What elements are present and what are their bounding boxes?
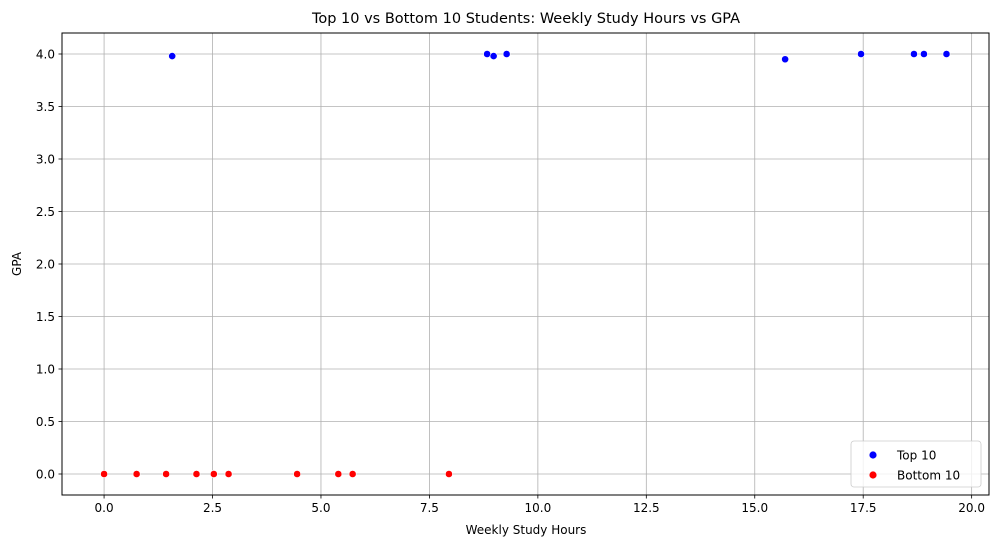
x-tick-label: 5.0	[311, 501, 330, 515]
data-point-top-10	[489, 52, 498, 60]
data-point-bottom-10	[334, 470, 343, 478]
x-tick-label: 10.0	[525, 501, 552, 515]
y-tick-label: 0.5	[36, 415, 55, 429]
legend-marker	[869, 451, 877, 459]
legend: Top 10 Bottom 10	[850, 440, 982, 488]
data-point-top-10	[168, 52, 177, 60]
data-point-bottom-10	[445, 470, 453, 478]
x-tick-label: 20.0	[958, 501, 985, 515]
y-tick-label: 2.0	[36, 257, 55, 271]
y-tick-label: 2.5	[36, 205, 55, 219]
x-axis-label: Weekly Study Hours	[466, 523, 587, 537]
y-tick-label: 0.0	[36, 467, 55, 481]
x-tick-label: 7.5	[420, 501, 439, 515]
data-point-top-10	[502, 50, 511, 58]
x-tick-label: 0.0	[95, 501, 114, 515]
legend-label: Bottom 10	[897, 468, 960, 482]
data-point-bottom-10	[162, 470, 171, 478]
data-point-bottom-10	[192, 470, 201, 478]
x-tick-label: 15.0	[741, 501, 768, 515]
legend-marker	[869, 471, 877, 479]
data-point-bottom-10	[100, 470, 108, 478]
legend-label: Top 10	[896, 448, 936, 462]
data-point-bottom-10	[209, 470, 218, 478]
data-point-bottom-10	[293, 470, 302, 478]
y-tick-label: 1.0	[36, 362, 55, 376]
data-point-bottom-10	[348, 470, 357, 478]
y-tick-label: 4.0	[36, 47, 55, 61]
chart-title: Top 10 vs Bottom 10 Students: Weekly Stu…	[311, 11, 740, 27]
x-tick-label: 12.5	[633, 501, 660, 515]
data-point-bottom-10	[132, 470, 141, 478]
x-tick-label: 2.5	[203, 501, 222, 515]
data-point-top-10	[920, 50, 928, 58]
y-tick-label: 3.5	[36, 100, 55, 114]
y-tick-label: 1.5	[36, 310, 55, 324]
axis-ticks: 0.0 2.5 5.0 7.5 10.0 12.5 15.0 17.5 20.0 0.0 0.5 1.…	[36, 47, 985, 515]
y-tick-label: 3.0	[36, 152, 55, 166]
data-point-bottom-10	[224, 470, 233, 478]
data-point-top-10	[781, 55, 790, 64]
data-points	[100, 50, 951, 478]
grid	[62, 33, 989, 495]
x-tick-label: 17.5	[850, 501, 877, 515]
data-point-top-10	[942, 50, 951, 58]
data-point-top-10	[910, 50, 918, 58]
legend-box	[850, 440, 982, 488]
y-axis-label: GPA	[10, 251, 24, 276]
data-point-top-10	[483, 50, 492, 58]
data-point-top-10	[857, 50, 865, 58]
